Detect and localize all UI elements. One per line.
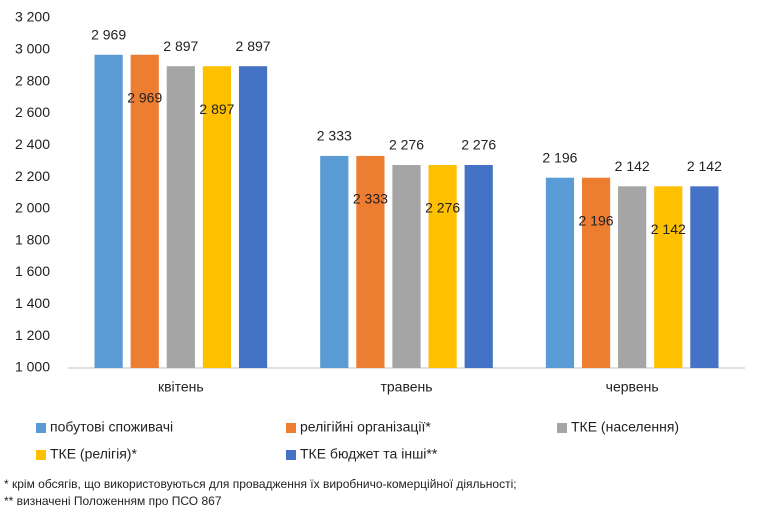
value-label: 2 276 (461, 137, 496, 153)
value-label: 2 142 (651, 221, 686, 237)
value-label: 2 196 (579, 212, 614, 228)
value-label: 2 333 (353, 191, 388, 207)
value-label: 2 142 (615, 158, 650, 174)
bar (238, 66, 268, 369)
value-label: 2 333 (317, 128, 352, 144)
value-label: 2 969 (91, 26, 126, 42)
bar (464, 165, 493, 368)
legend-swatch (36, 423, 46, 433)
bar (202, 66, 232, 369)
footnote: * крім обсягів, що використовуються для … (4, 477, 517, 491)
x-tick-label: квітень (158, 379, 204, 395)
value-label: 2 897 (199, 101, 234, 117)
y-tick-label: 3 200 (15, 9, 50, 25)
footnote: ** визначені Положенням про ПСО 867 (4, 494, 222, 508)
x-tick-label: червень (606, 379, 659, 395)
y-tick-label: 1 600 (15, 263, 50, 279)
bar (356, 155, 385, 368)
y-tick-label: 1 000 (15, 359, 50, 375)
value-label: 2 276 (389, 137, 424, 153)
legend-swatch (286, 423, 296, 433)
y-tick-label: 1 200 (15, 327, 50, 343)
y-tick-label: 2 800 (15, 72, 50, 88)
y-tick-label: 1 800 (15, 231, 50, 247)
bar (690, 186, 719, 368)
value-label: 2 969 (127, 89, 162, 105)
legend-label: ТКЕ (населення) (571, 419, 679, 435)
legend-label: ТКЕ (релігія)* (50, 446, 137, 462)
y-tick-label: 2 600 (15, 104, 50, 120)
legend-label: побутові споживачі (50, 419, 173, 435)
bar (428, 165, 457, 368)
bar (166, 66, 195, 369)
legend-swatch (36, 450, 46, 460)
value-label: 2 142 (687, 158, 722, 174)
y-tick-label: 1 400 (15, 295, 50, 311)
bar (581, 177, 611, 368)
bar (130, 54, 159, 368)
bar (320, 155, 349, 368)
y-tick-label: 2 200 (15, 168, 50, 184)
value-label: 2 897 (236, 38, 271, 54)
y-tick-label: 2 400 (15, 136, 50, 152)
value-label: 2 276 (425, 200, 460, 216)
value-label: 2 897 (163, 38, 198, 54)
legend-label: релігійні організації* (300, 419, 431, 435)
legend-label: ТКЕ бюджет та інші** (300, 446, 438, 462)
bar (94, 54, 123, 368)
bar (654, 186, 683, 368)
bar (618, 186, 647, 368)
y-tick-label: 2 000 (15, 200, 50, 216)
bar (392, 165, 421, 368)
bar (545, 177, 575, 368)
x-tick-label: травень (380, 379, 432, 395)
value-label: 2 196 (542, 149, 577, 165)
legend-swatch (557, 423, 567, 433)
legend-swatch (286, 450, 296, 460)
y-tick-label: 3 000 (15, 41, 50, 57)
